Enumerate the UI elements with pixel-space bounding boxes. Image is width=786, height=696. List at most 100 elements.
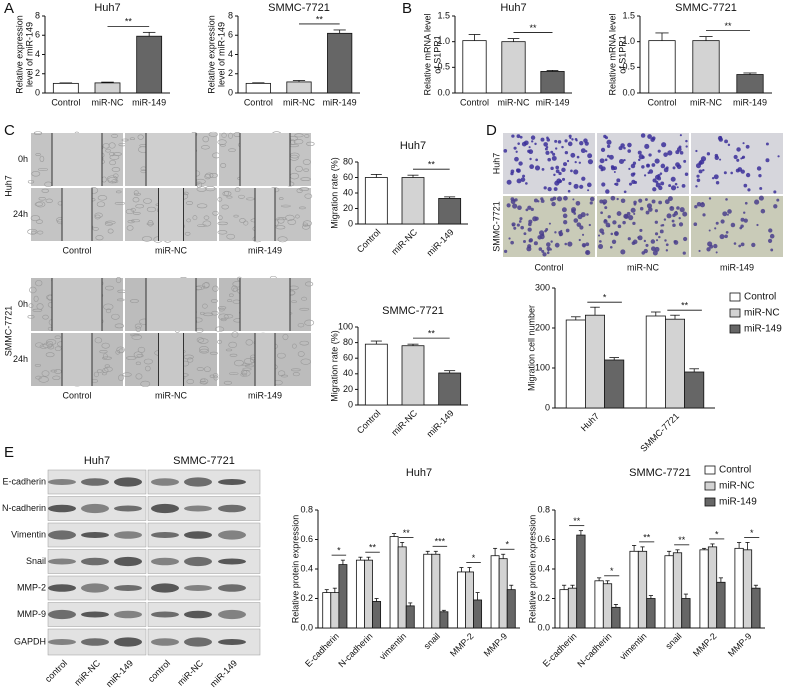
- stained-cell: [576, 155, 580, 159]
- stained-cell: [683, 236, 688, 242]
- cell-texture: [121, 138, 129, 142]
- lane-label: miR-NC: [175, 658, 205, 688]
- stained-cell: [611, 239, 617, 244]
- cell-texture: [214, 326, 225, 332]
- cell-texture: [45, 198, 53, 203]
- stained-cell: [541, 167, 545, 171]
- bar: [565, 319, 586, 409]
- cell-texture: [228, 341, 238, 348]
- row-label: 24h: [13, 354, 28, 364]
- cell-texture: [41, 370, 50, 377]
- stained-cell: [600, 211, 603, 215]
- stained-cell: [679, 134, 682, 137]
- stained-cell: [613, 171, 616, 174]
- stained-cell: [581, 233, 585, 236]
- stained-cell: [700, 156, 707, 162]
- stained-cell: [616, 197, 619, 201]
- stained-cell: [545, 150, 550, 155]
- stained-cell: [571, 138, 574, 141]
- stained-cell: [566, 159, 570, 163]
- stained-cell: [603, 134, 607, 139]
- chart-title: SMMC-7721: [675, 2, 737, 14]
- blot-band: [81, 583, 109, 593]
- cell-texture: [229, 372, 239, 375]
- stained-cell: [670, 176, 676, 182]
- cell-texture: [145, 365, 151, 372]
- stained-cell: [684, 172, 689, 177]
- stained-cell: [587, 159, 594, 165]
- x-tick-label: miR-NC: [690, 97, 722, 107]
- stained-cell: [578, 161, 581, 164]
- stained-cell: [715, 251, 718, 254]
- x-tick-label: Control: [647, 97, 676, 107]
- bar: [501, 41, 526, 94]
- cell-texture: [136, 354, 144, 358]
- stained-cell: [630, 163, 636, 169]
- y-tick-label: 0.6: [537, 534, 550, 544]
- blot-band: [218, 584, 246, 592]
- stained-cell: [620, 249, 626, 255]
- stained-cell: [614, 183, 617, 186]
- stained-cell: [506, 203, 511, 208]
- bar: [646, 598, 656, 629]
- significance-label: **: [643, 532, 651, 542]
- significance-label: **: [369, 543, 377, 553]
- cell-texture: [297, 351, 305, 357]
- stained-cell: [664, 239, 667, 242]
- stained-cell: [725, 198, 728, 201]
- stained-cell: [561, 207, 567, 213]
- stained-cell: [672, 166, 676, 170]
- cell-texture: [303, 168, 309, 172]
- protein-label: Snail: [26, 556, 46, 566]
- x-tick-label: vimentin: [377, 631, 408, 662]
- cell-texture: [186, 378, 195, 385]
- stained-cell: [546, 246, 551, 251]
- stained-cell: [719, 234, 725, 240]
- y-tick-label: 100: [338, 321, 353, 331]
- stained-cell: [638, 198, 643, 203]
- stained-cell: [579, 225, 584, 230]
- cell-texture: [102, 356, 112, 360]
- scratch-area: [158, 333, 184, 386]
- stained-cell: [598, 244, 604, 250]
- blot-band: [218, 609, 246, 620]
- stained-cell: [534, 216, 539, 221]
- cell-texture: [229, 353, 238, 357]
- stained-cell: [730, 171, 733, 175]
- x-tick-label: Control: [355, 227, 383, 255]
- cell-texture: [233, 214, 239, 218]
- stained-cell: [714, 155, 719, 160]
- stained-cell: [776, 198, 780, 202]
- cell-texture: [27, 315, 35, 319]
- row-label: 0h: [18, 154, 28, 164]
- stained-cell: [550, 150, 554, 154]
- significance-label: **: [316, 14, 324, 24]
- cell-texture: [186, 357, 194, 363]
- stained-cell: [666, 213, 672, 219]
- cell-texture: [95, 235, 104, 241]
- blot-band: [218, 558, 246, 565]
- transwell-image: [597, 133, 689, 194]
- stained-cell: [672, 223, 676, 227]
- y-axis-label: Relative protein expression: [527, 515, 537, 624]
- blot-band: [48, 504, 76, 513]
- cell-texture: [184, 231, 191, 236]
- stained-cell: [570, 169, 573, 173]
- stained-cell: [655, 180, 659, 184]
- stained-cell: [632, 161, 637, 165]
- cell-texture: [101, 342, 110, 349]
- legend-label: miR-NC: [719, 481, 755, 492]
- stained-cell: [578, 238, 581, 242]
- stained-cell: [639, 228, 643, 232]
- stained-cell: [601, 166, 606, 171]
- cell-texture: [196, 203, 208, 209]
- column-label: Control: [62, 245, 91, 255]
- blot-band: [48, 639, 76, 645]
- stained-cell: [726, 213, 729, 216]
- lane-label: miR-NC: [72, 658, 102, 688]
- bar: [559, 589, 569, 629]
- stained-cell: [679, 207, 685, 213]
- stained-cell: [667, 150, 673, 156]
- cell-texture: [294, 133, 304, 138]
